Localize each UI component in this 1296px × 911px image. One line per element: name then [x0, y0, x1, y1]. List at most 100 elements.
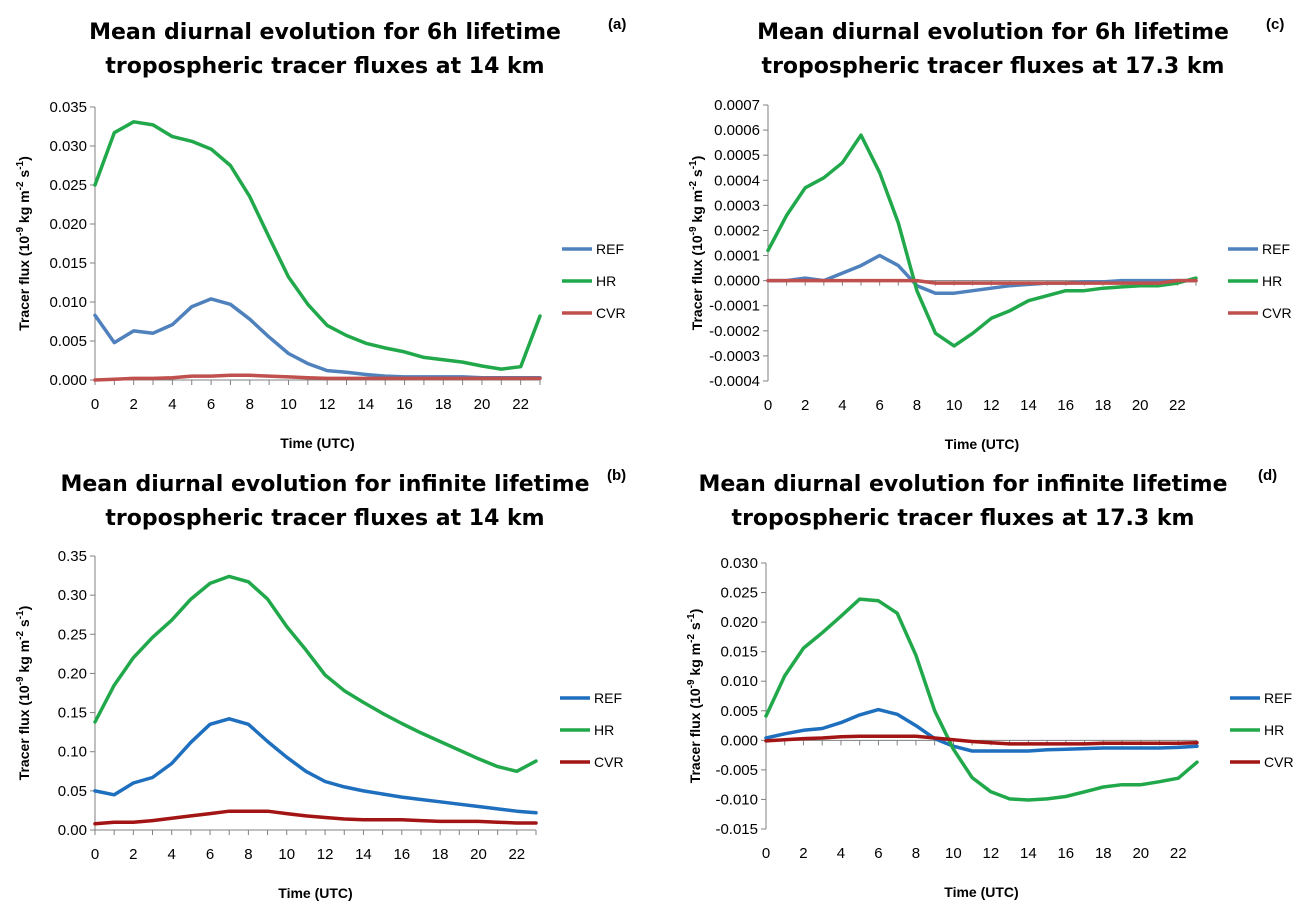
y-tick-label: -0.0002 — [709, 323, 760, 340]
legend-label-hr: HR — [594, 722, 614, 738]
y-axis-label-exponent: -1 — [688, 160, 699, 169]
x-tick-label: 10 — [946, 397, 963, 414]
x-axis-label: Time (UTC) — [944, 884, 1018, 900]
x-tick-label: 22 — [512, 396, 529, 413]
legend-label-cvr: CVR — [1264, 754, 1294, 770]
chart-title-line2: tropospheric tracer fluxes at 17.3 km — [761, 54, 1225, 79]
y-tick-label: 0.015 — [720, 644, 758, 661]
y-axis-label-part: kg m — [16, 640, 32, 677]
x-tick-label: 14 — [355, 846, 372, 863]
panel-c: Mean diurnal evolution for 6h lifetime t… — [648, 0, 1296, 453]
y-axis-label-part: Tracer flux (10 — [16, 685, 32, 780]
chart-title-line2: tropospheric tracer fluxes at 14 km — [105, 54, 545, 79]
y-tick-label: 0.0005 — [714, 147, 760, 164]
y-axis-label-part: s — [16, 619, 32, 631]
y-tick-label: 0.30 — [58, 587, 87, 604]
y-tick-label: 0.025 — [49, 177, 87, 194]
y-tick-label: 0.35 — [58, 548, 87, 565]
x-tick-label: 18 — [1095, 845, 1112, 862]
y-axis-label-part: kg m — [16, 190, 32, 227]
legend-label-hr: HR — [1264, 722, 1284, 738]
y-tick-label: 0.05 — [58, 783, 87, 800]
y-tick-label: 0.025 — [720, 585, 758, 602]
panel-label: (a) — [608, 16, 627, 33]
legend-label-hr: HR — [1262, 273, 1282, 289]
chart-title: Mean diurnal evolution for 6h lifetime t… — [728, 16, 1258, 84]
chart-title: Mean diurnal evolution for 6h lifetime t… — [60, 16, 590, 84]
x-tick-label: 2 — [801, 397, 809, 414]
x-tick-label: 4 — [838, 397, 846, 414]
y-tick-label: 0.020 — [720, 614, 758, 631]
y-axis-label-exponent: -2 — [686, 634, 697, 643]
x-axis-label: Time (UTC) — [945, 436, 1019, 452]
y-tick-label: -0.010 — [715, 791, 758, 808]
y-tick-label: 0.0004 — [714, 172, 760, 189]
y-tick-label: 0.10 — [58, 744, 87, 761]
chart-title-line1: Mean diurnal evolution for infinite life… — [698, 472, 1228, 497]
y-tick-label: 0.00 — [58, 822, 87, 839]
x-tick-label: 2 — [130, 396, 138, 413]
y-tick-label: -0.0001 — [709, 298, 760, 315]
chart-title-line2: tropospheric tracer fluxes at 17.3 km — [731, 506, 1195, 531]
y-tick-label: 0.015 — [49, 255, 87, 272]
chart-title: Mean diurnal evolution for infinite life… — [698, 468, 1228, 536]
y-axis-label-part: Tracer flux (10 — [689, 235, 705, 330]
chart-title: Mean diurnal evolution for infinite life… — [60, 468, 590, 536]
x-axis-label: Time (UTC) — [278, 885, 352, 901]
x-tick-label: 8 — [246, 396, 254, 413]
x-tick-label: 20 — [474, 396, 491, 413]
chart-title-line1: Mean diurnal evolution for 6h lifetime — [757, 20, 1229, 45]
legend-label-cvr: CVR — [594, 754, 624, 770]
x-tick-label: 22 — [1169, 397, 1186, 414]
y-axis-label-part: ) — [16, 156, 32, 161]
x-tick-label: 14 — [358, 396, 375, 413]
chart-b: 0.00 0.05 0.10 0.15 0.20 0.25 0.30 0.35 0 2 4 6 8 10 1… — [15, 548, 624, 901]
y-tick-label: 0.000 — [720, 732, 758, 749]
panel-label: (b) — [607, 467, 627, 484]
series-line-cvr — [93, 809, 538, 826]
x-tick-label: 4 — [168, 846, 176, 863]
y-tick-label: 0.25 — [58, 626, 87, 643]
y-tick-label: 0.000 — [49, 372, 87, 389]
x-tick-label: 18 — [1095, 397, 1112, 414]
y-tick-label: 0.020 — [49, 216, 87, 233]
y-tick-label: -0.005 — [715, 762, 758, 779]
y-axis-label-part: kg m — [687, 643, 703, 680]
x-tick-label: 6 — [874, 845, 882, 862]
x-tick-label: 12 — [983, 845, 1000, 862]
y-axis-label-part: s — [689, 169, 705, 181]
y-axis-label-exponent: -1 — [686, 613, 697, 622]
series-line-hr — [93, 574, 538, 774]
x-tick-label: 8 — [244, 846, 252, 863]
chart-c: -0.0004 -0.0003 -0.0002 -0.0001 0.0000 0.0001… — [688, 97, 1292, 452]
x-tick-label: 22 — [508, 846, 525, 863]
series-line-cvr — [766, 278, 1198, 285]
series-line-hr — [764, 597, 1199, 802]
panel-label: (d) — [1258, 467, 1278, 484]
x-tick-label: 4 — [837, 845, 845, 862]
x-tick-label: 6 — [207, 396, 215, 413]
y-axis-label-exponent: -2 — [15, 181, 26, 190]
x-tick-label: 12 — [319, 396, 336, 413]
x-tick-label: 18 — [432, 846, 449, 863]
panel-a: Mean diurnal evolution for 6h lifetime t… — [0, 0, 648, 453]
x-tick-label: 2 — [799, 845, 807, 862]
y-axis-label-part: ) — [16, 606, 32, 611]
y-tick-label: 0.20 — [58, 665, 87, 682]
series-line-cvr — [93, 373, 542, 382]
legend-label-cvr: CVR — [1262, 305, 1292, 321]
chart-title-line1: Mean diurnal evolution for 6h lifetime — [89, 20, 561, 45]
panel-d: Mean diurnal evolution for infinite life… — [648, 453, 1296, 906]
y-tick-label: 0.0000 — [714, 273, 760, 290]
y-tick-label: 0.0003 — [714, 197, 760, 214]
y-tick-label: 0.15 — [58, 705, 87, 722]
panel-b: Mean diurnal evolution for infinite life… — [0, 453, 648, 906]
x-tick-label: 12 — [983, 397, 1000, 414]
x-tick-label: 10 — [945, 845, 962, 862]
legend-label-ref: REF — [1264, 690, 1292, 706]
y-axis-label: Tracer flux (10-9 kg m-2 s-1) — [688, 156, 705, 331]
x-tick-label: 4 — [168, 396, 176, 413]
y-axis-label-exponent: -9 — [688, 226, 699, 235]
series-line-cvr — [764, 734, 1199, 746]
y-axis-label: Tracer flux (10-9 kg m-2 s-1) — [686, 609, 703, 784]
